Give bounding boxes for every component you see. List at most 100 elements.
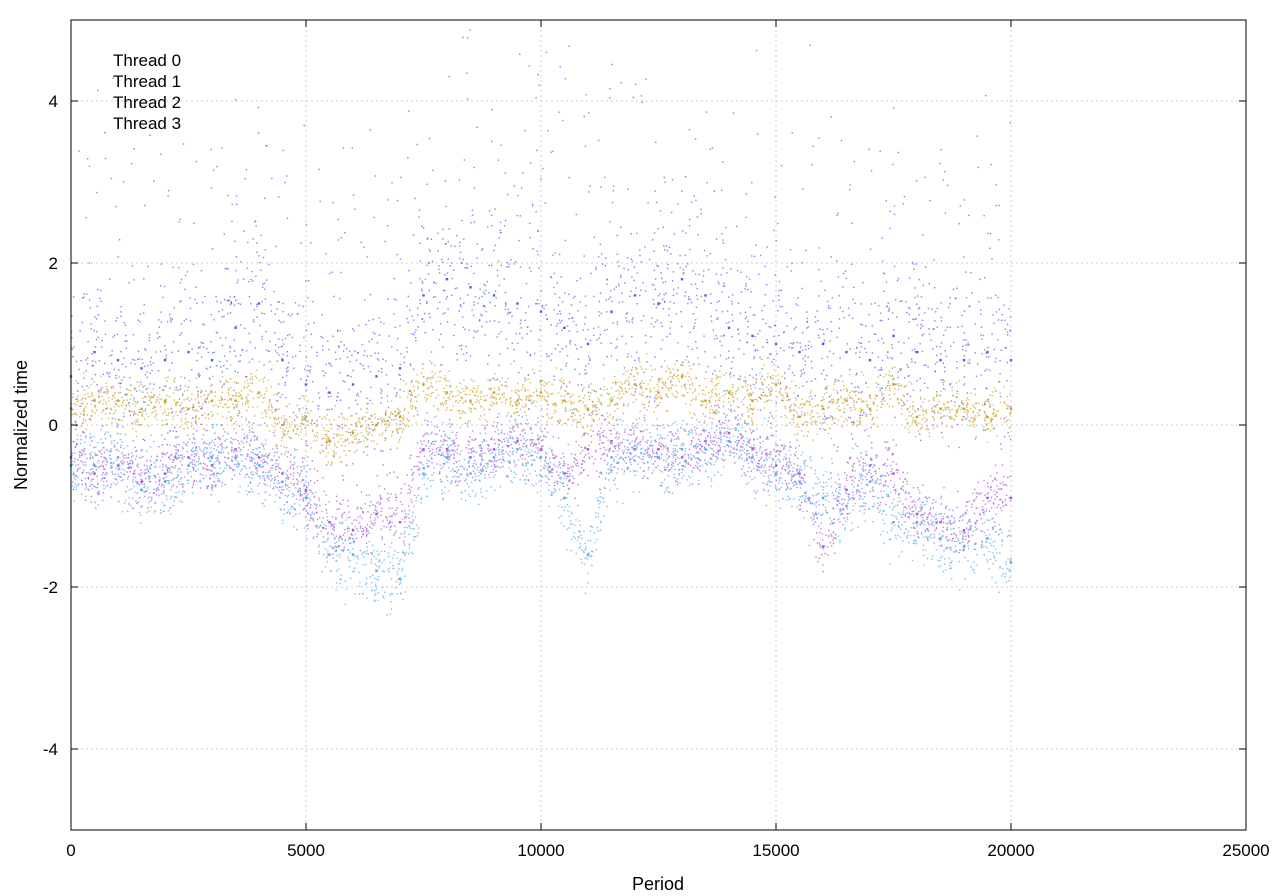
scatter-dot <box>566 385 568 388</box>
scatter-dot <box>513 460 515 462</box>
scatter-dot <box>410 468 413 471</box>
scatter-dot <box>745 216 747 218</box>
scatter-dot <box>430 442 433 445</box>
scatter-dot <box>974 488 976 491</box>
scatter-dot <box>384 543 386 545</box>
scatter-dot <box>87 478 90 480</box>
scatter-dot <box>774 274 776 276</box>
scatter-dot <box>843 472 846 474</box>
scatter-dot <box>224 299 226 301</box>
scatter-dot <box>610 433 613 435</box>
scatter-dot <box>506 347 509 350</box>
scatter-dot <box>137 501 140 503</box>
scatter-dot <box>161 483 163 486</box>
scatter-dot <box>852 298 854 301</box>
scatter-dot <box>584 446 586 448</box>
scatter-dot <box>418 467 421 469</box>
scatter-dot <box>82 410 85 412</box>
scatter-dot <box>933 516 935 518</box>
scatter-dot <box>111 471 113 473</box>
scatter-dot <box>604 419 606 421</box>
scatter-dot <box>842 523 844 526</box>
scatter-dot <box>766 448 768 451</box>
scatter-dot <box>141 358 143 360</box>
scatter-dot <box>494 290 497 292</box>
scatter-dot <box>448 228 450 230</box>
scatter-dot <box>80 438 82 441</box>
scatter-dot <box>316 420 318 422</box>
scatter-dot <box>977 481 979 483</box>
scatter-dot <box>209 452 211 454</box>
scatter-dot <box>876 478 879 480</box>
scatter-dot <box>531 441 534 443</box>
scatter-dot <box>894 383 897 385</box>
scatter-dot <box>376 342 379 344</box>
scatter-dot <box>848 497 850 499</box>
scatter-dot <box>332 553 334 556</box>
scatter-dot <box>202 462 205 464</box>
scatter-dot <box>822 570 824 573</box>
scatter-dot <box>664 281 667 283</box>
scatter-dot <box>747 320 749 323</box>
scatter-dot <box>390 525 393 528</box>
scatter-dot <box>959 542 961 544</box>
scatter-dot <box>788 399 790 401</box>
scatter-dot <box>372 318 375 321</box>
scatter-dot <box>751 181 753 184</box>
scatter-dot <box>372 429 374 432</box>
scatter-dot <box>287 366 289 369</box>
scatter-dot <box>212 485 214 487</box>
scatter-dot <box>394 514 396 516</box>
scatter-dot <box>880 367 883 369</box>
scatter-dot <box>908 513 911 515</box>
scatter-dot <box>613 288 616 291</box>
scatter-dot <box>935 354 938 356</box>
scatter-dot <box>165 464 167 466</box>
scatter-dot <box>333 437 335 439</box>
scatter-dot <box>587 474 589 477</box>
scatter-dot <box>836 214 838 217</box>
scatter-dot <box>384 437 386 439</box>
scatter-dot <box>611 300 613 303</box>
scatter-dot <box>1004 328 1007 330</box>
scatter-dot <box>944 408 947 411</box>
scatter-dot <box>961 325 964 328</box>
scatter-dot <box>961 401 963 404</box>
scatter-dot <box>221 442 223 445</box>
scatter-dot <box>97 288 99 291</box>
scatter-dot <box>575 464 577 467</box>
scatter-dot <box>427 424 429 426</box>
scatter-dot <box>357 506 359 509</box>
scatter-dot <box>810 360 813 363</box>
scatter-dot <box>751 461 753 463</box>
scatter-dot <box>97 462 99 464</box>
scatter-dot <box>784 372 786 374</box>
scatter-dot <box>919 506 921 509</box>
scatter-dot <box>557 322 559 325</box>
scatter-dot <box>980 309 982 311</box>
scatter-dot <box>858 391 860 394</box>
scatter-dot <box>221 308 224 311</box>
scatter-dot <box>996 496 998 498</box>
scatter-dot <box>513 430 516 433</box>
scatter-dot <box>605 436 608 439</box>
scatter-dot <box>724 259 727 261</box>
scatter-dot <box>556 482 558 485</box>
scatter-dot <box>558 461 560 463</box>
scatter-dot <box>302 499 304 501</box>
scatter-dot <box>333 523 336 525</box>
scatter-dot <box>246 267 248 269</box>
scatter-dot <box>443 312 446 314</box>
scatter-dot <box>357 530 359 532</box>
scatter-dot <box>754 336 756 338</box>
scatter-dot <box>381 368 383 370</box>
scatter-dot <box>427 440 430 442</box>
data-point <box>751 334 754 338</box>
scatter-dot <box>96 475 98 477</box>
scatter-dot <box>433 454 436 456</box>
scatter-dot <box>170 453 173 456</box>
scatter-dot <box>275 408 277 410</box>
scatter-dot <box>971 492 974 495</box>
scatter-dot <box>75 442 78 445</box>
scatter-dot <box>396 337 399 340</box>
